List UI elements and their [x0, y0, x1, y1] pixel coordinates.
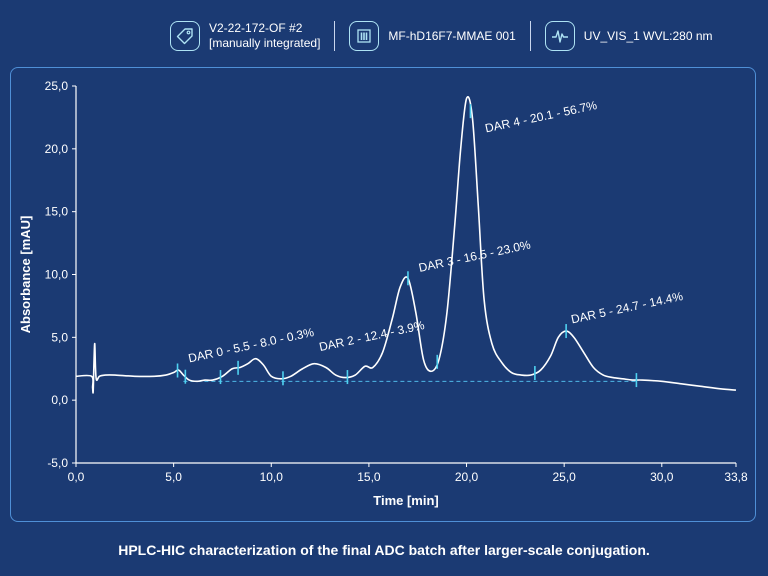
method-name: MF-hD16F7-MMAE 001: [388, 28, 516, 43]
detector-info: UV_VIS_1 WVL:280 nm: [544, 21, 713, 51]
detector-channel: UV_VIS_1 WVL:280 nm: [583, 28, 713, 43]
peak-annotation: DAR 2 - 12.4 - 3.9%: [318, 318, 426, 354]
x-tick-label: 15,0: [357, 470, 381, 484]
y-tick-label: 15,0: [45, 205, 69, 219]
peak-annotation: DAR 4 - 20.1 - 56.7%: [484, 98, 599, 135]
y-tick-label: 25,0: [45, 79, 69, 93]
x-axis-label: Time [min]: [373, 493, 439, 508]
y-tick-label: 20,0: [45, 142, 69, 156]
y-axis-label: Absorbance [mAU]: [18, 216, 33, 334]
x-tick-label: 0,0: [68, 470, 85, 484]
figure-caption: HPLC-HIC characterization of the final A…: [118, 542, 650, 558]
integration-status: [manually integrated]: [209, 36, 321, 50]
header-divider: [529, 21, 531, 51]
y-tick-label: 5,0: [51, 330, 68, 344]
vial-rack-icon: [349, 21, 380, 51]
x-tick-label: 10,0: [260, 470, 284, 484]
x-tick-label: 20,0: [455, 470, 479, 484]
peak-annotation: DAR 0 - 5.5 - 8.0 - 0.3%: [187, 325, 315, 365]
header-bar: V2-22-172-OF #2 [manually integrated] MF…: [170, 14, 713, 58]
annotation-layer: DAR 0 - 5.5 - 8.0 - 0.3% DAR 2 - 12.4 - 3…: [187, 98, 685, 365]
peak-annotation: DAR 5 - 24.7 - 14.4%: [570, 289, 685, 326]
method-info: MF-hD16F7-MMAE 001: [349, 21, 516, 51]
chart-axes: -5,00,05,010,015,020,025,00,0 5,0 10,0 15,0…: [18, 79, 748, 508]
header-divider: [334, 21, 336, 51]
y-tick-label: -5,0: [47, 456, 68, 470]
sample-text: V2-22-172-OF #2 [manually integrated]: [209, 21, 320, 51]
tag-icon: [170, 21, 200, 51]
x-tick-label: 30,0: [650, 470, 674, 484]
trace-layer: [75, 95, 737, 394]
y-tick-label: 0,0: [51, 393, 68, 407]
sample-info: V2-22-172-OF #2 [manually integrated]: [170, 21, 320, 51]
peak-annotation: DAR 3 - 16.5 - 23.0%: [417, 237, 532, 274]
chromatogram-trace: [75, 95, 737, 394]
x-tick-label: 5,0: [165, 470, 182, 484]
chart-panel: [10, 67, 756, 522]
y-tick-label: 10,0: [45, 268, 69, 282]
sample-name: V2-22-172-OF #2: [209, 21, 303, 35]
x-tick-label: 25,0: [552, 470, 576, 484]
waveform-icon: [544, 21, 575, 51]
x-tick-label: 33,8: [724, 470, 748, 484]
peak-marker-layer: [176, 104, 638, 388]
